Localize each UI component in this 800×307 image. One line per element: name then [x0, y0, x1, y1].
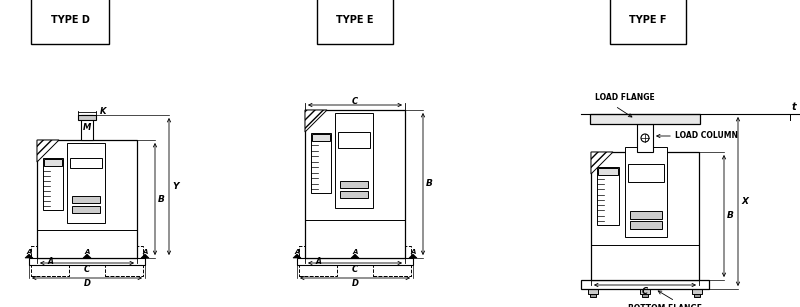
Bar	[338, 132, 370, 148]
Text: C: C	[84, 266, 90, 274]
Bar	[105, 246, 143, 276]
Text: M: M	[83, 123, 91, 133]
Bar	[72, 196, 100, 203]
Bar	[29, 258, 145, 265]
Text: C: C	[352, 266, 358, 274]
Bar	[625, 147, 667, 237]
Bar	[340, 181, 368, 188]
Bar	[694, 294, 700, 297]
Text: C: C	[642, 287, 648, 297]
Bar	[305, 110, 405, 258]
Polygon shape	[591, 152, 613, 174]
Text: B: B	[158, 195, 165, 204]
Text: TYPE D: TYPE D	[50, 15, 90, 25]
Bar	[637, 124, 653, 152]
Text: C: C	[352, 96, 358, 106]
Bar	[31, 246, 69, 276]
Text: A: A	[84, 249, 90, 255]
Bar	[299, 246, 337, 276]
Bar	[312, 134, 330, 141]
Bar	[340, 191, 368, 198]
Bar	[44, 159, 62, 166]
Text: A: A	[26, 249, 32, 255]
Polygon shape	[293, 254, 301, 258]
Bar	[311, 133, 331, 193]
Text: LOAD COLUMN: LOAD COLUMN	[675, 131, 738, 141]
Bar	[591, 152, 699, 280]
Text: X: X	[741, 197, 748, 206]
Bar	[590, 294, 596, 297]
Polygon shape	[37, 140, 59, 162]
Bar	[630, 211, 662, 219]
Text: LOAD FLANGE: LOAD FLANGE	[595, 93, 655, 102]
Text: Y: Y	[172, 182, 178, 191]
Bar	[628, 164, 664, 182]
Text: A: A	[294, 249, 300, 255]
Polygon shape	[351, 254, 359, 258]
Text: D: D	[83, 279, 90, 289]
Bar	[297, 258, 413, 265]
Text: A: A	[47, 257, 53, 266]
Text: A: A	[142, 249, 148, 255]
Polygon shape	[25, 254, 33, 258]
Text: B: B	[727, 212, 734, 220]
Text: TYPE F: TYPE F	[630, 15, 666, 25]
Text: B: B	[426, 180, 433, 188]
Bar	[590, 114, 700, 124]
Text: TYPE E: TYPE E	[336, 15, 374, 25]
Text: A: A	[315, 257, 321, 266]
Bar	[37, 140, 137, 258]
Polygon shape	[141, 254, 149, 258]
Bar	[581, 280, 709, 289]
Bar	[640, 289, 650, 294]
Bar	[597, 167, 619, 225]
Bar	[67, 143, 105, 223]
Bar	[70, 158, 102, 168]
Bar	[598, 168, 618, 175]
Polygon shape	[305, 110, 327, 132]
Text: A: A	[410, 249, 416, 255]
Polygon shape	[409, 254, 417, 258]
Text: t: t	[792, 102, 797, 112]
Bar	[43, 158, 63, 210]
Text: K: K	[100, 107, 106, 116]
Bar	[78, 115, 96, 120]
Bar	[642, 294, 648, 297]
Bar	[588, 289, 598, 294]
Text: D: D	[351, 279, 358, 289]
Bar	[335, 113, 373, 208]
Bar	[81, 115, 93, 140]
Bar	[692, 289, 702, 294]
Text: A: A	[352, 249, 358, 255]
Bar	[72, 206, 100, 213]
Bar	[373, 246, 411, 276]
Text: BOTTOM FLANGE: BOTTOM FLANGE	[628, 304, 702, 307]
Polygon shape	[83, 254, 91, 258]
Bar	[630, 221, 662, 229]
